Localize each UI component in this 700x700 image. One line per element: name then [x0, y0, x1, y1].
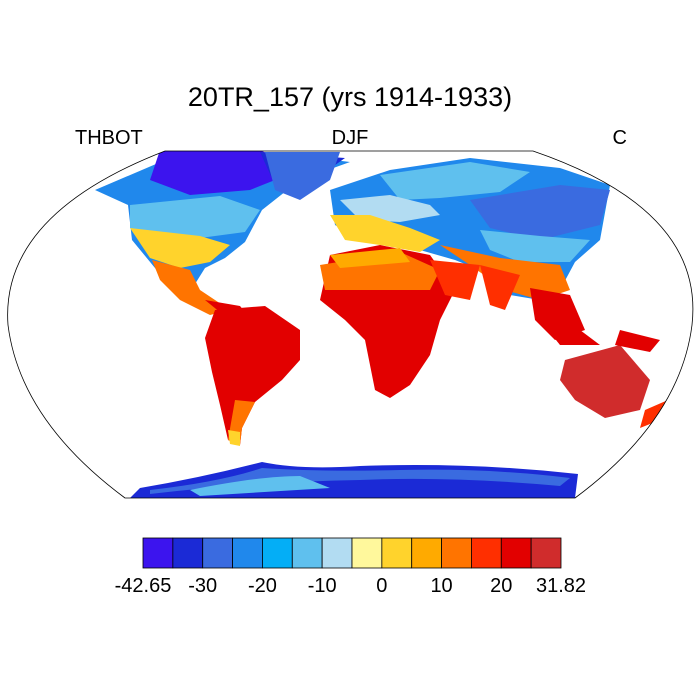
colorbar-tick-label: 20 [490, 575, 512, 597]
colorbar-swatch [202, 537, 233, 569]
map-title: 20TR_157 (yrs 1914-1933) [187, 82, 513, 112]
australia [560, 345, 650, 418]
colorbar-swatch [351, 537, 383, 569]
colorbar-max-label: 31.82 [536, 575, 586, 597]
land-temperature-field [95, 151, 668, 498]
units-label: C [612, 127, 627, 149]
colorbar-tick-label: -10 [308, 575, 337, 597]
greenland [265, 152, 340, 200]
colorbar-swatch [471, 537, 502, 569]
south-america [205, 306, 300, 445]
colorbar: -42.65 -30 -20 -10 0 10 20 31.82 [115, 537, 586, 597]
colorbar-tick-label: 10 [430, 575, 452, 597]
colorbar-swatch [530, 537, 562, 569]
colorbar-tick-label: 0 [376, 575, 387, 597]
colorbar-swatch [321, 537, 353, 569]
colorbar-swatch [172, 537, 204, 569]
colorbar-swatch [500, 537, 532, 569]
map-boundary [7, 150, 694, 499]
colorbar-tick-label: -20 [248, 575, 277, 597]
season-label: DJF [331, 127, 369, 149]
colorbar-swatch [142, 537, 174, 569]
colorbar-swatch [291, 537, 323, 569]
colorbar-swatch [262, 537, 293, 569]
colorbar-swatch [411, 537, 442, 569]
colorbar-tick-label: -30 [188, 575, 217, 597]
colorbar-swatch [232, 537, 263, 569]
variable-label: THBOT [75, 127, 143, 149]
colorbar-swatch [441, 537, 472, 569]
colorbar-min-label: -42.65 [115, 575, 172, 597]
colorbar-swatch [381, 537, 413, 569]
